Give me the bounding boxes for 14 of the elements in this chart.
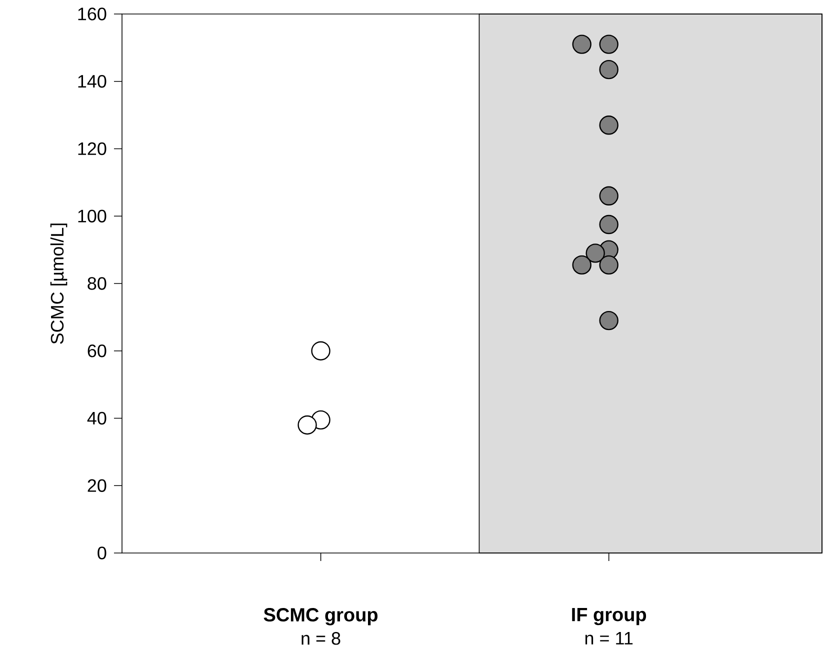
y-tick-label: 120 xyxy=(78,142,106,156)
y-tick-label: 0 xyxy=(98,546,106,560)
y-tick-label: 20 xyxy=(88,479,106,492)
text: n = 8 xyxy=(302,632,340,645)
y-tick-label: 60 xyxy=(88,344,106,358)
y-axis-title: SCMC [µmol/L] xyxy=(50,224,68,344)
y-tick-label: 140 xyxy=(78,74,106,88)
y-tick-label: 160 xyxy=(78,8,106,20)
y-tick-label: 100 xyxy=(78,210,106,222)
x-tick-label: SCMC group xyxy=(264,608,378,626)
x-tick-label: IF group xyxy=(572,608,646,626)
text: n = 11 xyxy=(585,632,633,644)
y-tick-label: 40 xyxy=(87,412,106,425)
y-tick-label: 80 xyxy=(88,277,106,290)
